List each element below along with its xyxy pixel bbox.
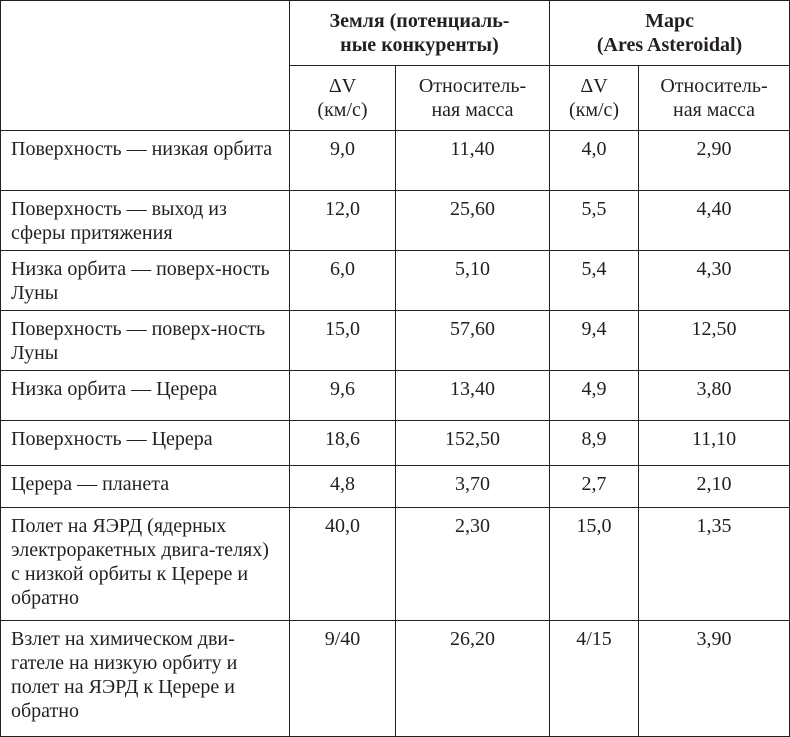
earth-mass: 11,40 [394,130,551,191]
table-row: Низка орбита — Церера 9,6 13,40 4,9 3,80 [0,370,790,421]
earth-mass: 3,70 [394,465,551,508]
mars-dv: 8,9 [549,420,640,466]
route-label: Поверхность — поверх-ность Луны [0,310,290,371]
header-earth-mass: Относитель- ная масса [394,65,551,131]
mars-mass: 3,80 [638,370,790,421]
earth-dv: 6,0 [289,250,396,311]
mars-mass: 2,10 [638,465,790,508]
mars-mass: 11,10 [638,420,790,466]
mars-dv: 4,9 [549,370,640,421]
mars-dv: 2,7 [549,465,640,508]
mars-dv: 4/15 [549,620,640,737]
table-row: Низка орбита — поверх-ность Луны 6,0 5,10 5… [0,250,790,311]
table-row: Поверхность — поверх-ность Луны 15,0 57,60… [0,310,790,371]
earth-dv: 9/40 [289,620,396,737]
route-label: Взлет на химическом дви-гателе на низкую… [0,620,290,737]
header-row-2: ΔV (км/с) Относитель- ная масса ΔV (км/с… [1,65,790,131]
mars-mass: 3,90 [638,620,790,737]
earth-mass: 5,10 [394,250,551,311]
mars-dv: 5,5 [549,190,640,251]
table-row: Взлет на химическом дви-гателе на низкую… [0,620,790,737]
route-label: Низка орбита — Церера [0,370,290,421]
earth-dv: 4,8 [289,465,396,508]
earth-dv: 18,6 [289,420,396,466]
header-mars: Марс (Ares Asteroidal) [549,0,790,66]
earth-mass: 2,30 [394,507,551,621]
header-empty [0,0,290,131]
route-label: Поверхность — Церера [0,420,290,466]
header-mars-dv: ΔV (км/с) [549,65,640,131]
mars-mass: 4,40 [638,190,790,251]
header-mars-mass: Относитель- ная масса [638,65,790,131]
table-row: Поверхность — выход из сферы притяжения 1… [0,190,790,251]
earth-dv: 12,0 [289,190,396,251]
earth-mass: 13,40 [394,370,551,421]
table-row: Полет на ЯЭРД (ядерных электроракетных д… [0,507,790,621]
route-label: Поверхность — выход из сферы притяжения [0,190,290,251]
header-earth-dv: ΔV (км/с) [289,65,396,131]
earth-mass: 152,50 [394,420,551,466]
table-row: Поверхность — низкая орбита 9,0 11,40 4,0 2,… [0,130,790,191]
route-label: Низка орбита — поверх-ность Луны [0,250,290,311]
mars-mass: 12,50 [638,310,790,371]
earth-dv: 40,0 [289,507,396,621]
route-label: Церера — планета [0,465,290,508]
earth-dv: 15,0 [289,310,396,371]
earth-mass: 26,20 [394,620,551,737]
earth-mass: 25,60 [394,190,551,251]
table-row: Поверхность — Церера 18,6 152,50 8,9 11,10 [0,420,790,466]
mars-dv: 15,0 [549,507,640,621]
mars-mass: 2,90 [638,130,790,191]
mars-mass: 1,35 [638,507,790,621]
table-row: Церера — планета 4,8 3,70 2,7 2,10 [0,465,790,508]
earth-dv: 9,6 [289,370,396,421]
route-label: Полет на ЯЭРД (ядерных электроракетных д… [0,507,290,621]
mars-dv: 9,4 [549,310,640,371]
route-label: Поверхность — низкая орбита [0,130,290,191]
earth-dv: 9,0 [289,130,396,191]
mars-dv: 4,0 [549,130,640,191]
mars-dv: 5,4 [549,250,640,311]
header-earth: Земля (потенциаль- ные конкуренты) [288,0,551,66]
header-row-1: Земля (потенциаль- ные конкуренты) Марс … [0,0,790,131]
earth-mass: 57,60 [394,310,551,371]
mars-mass: 4,30 [638,250,790,311]
